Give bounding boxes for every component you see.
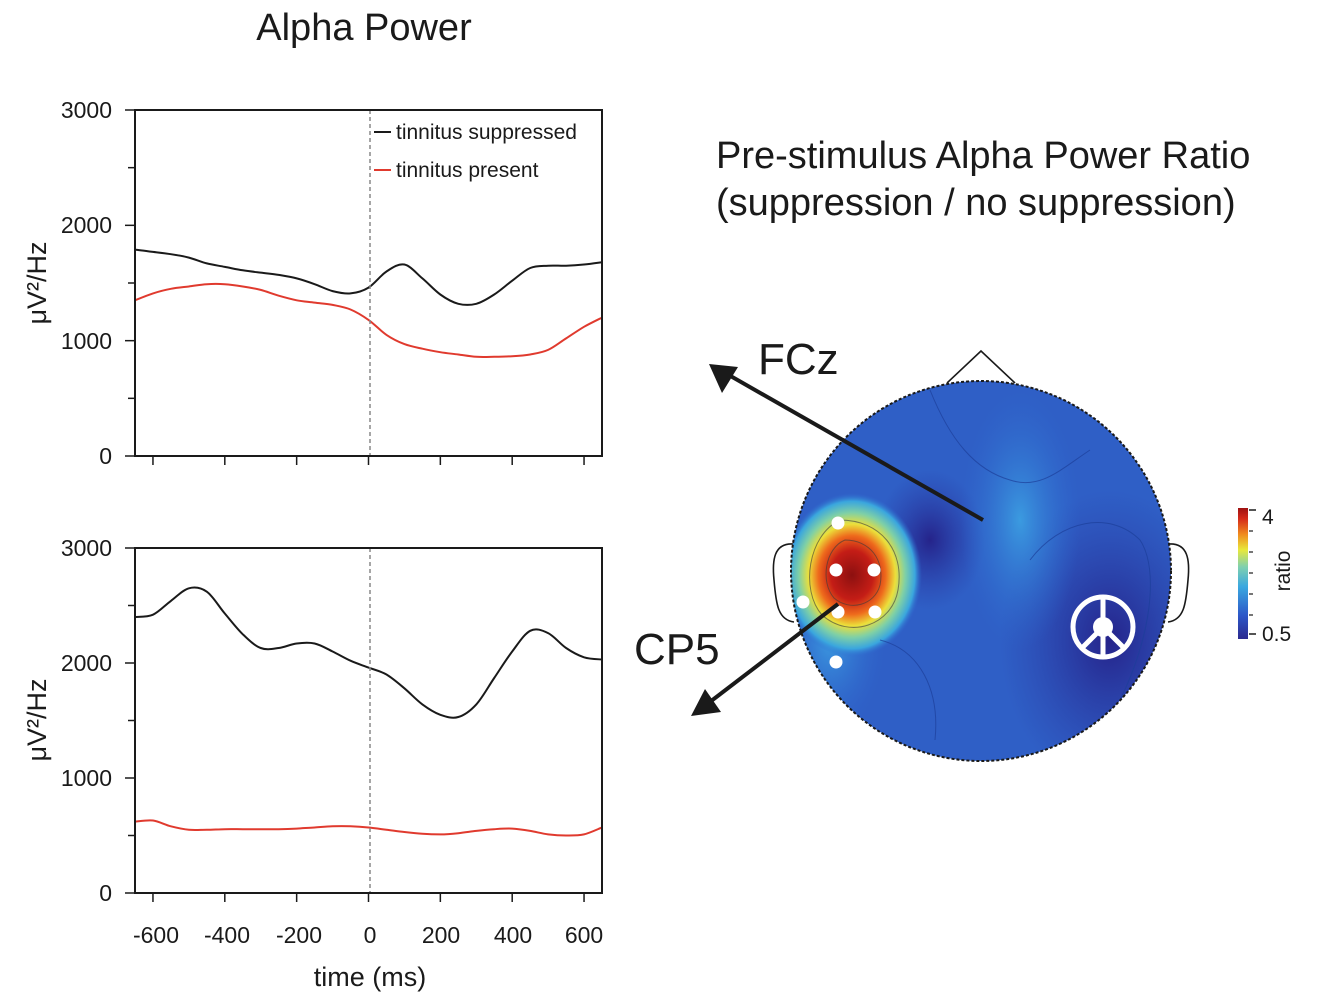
ylabel-top: μV²/Hz <box>22 241 52 324</box>
electrode-label-fcz: FCz <box>758 335 839 384</box>
xtick-m400: -400 <box>204 922 250 948</box>
contour-3 <box>929 389 1091 484</box>
ytick-bottom-1000: 1000 <box>61 765 112 791</box>
plot-top-ticks <box>125 109 585 465</box>
colorbar-gradient <box>1238 508 1248 639</box>
ytick-top-0: 0 <box>99 443 112 469</box>
xtick-400: 400 <box>494 922 532 948</box>
ytick-bottom-0: 0 <box>99 880 112 906</box>
head-ear-right <box>1167 543 1190 623</box>
colorbar: 4 0.5 ratio <box>1238 506 1295 646</box>
electrode-dots <box>796 516 882 669</box>
legend: tinnitus suppressed tinnitus present <box>374 121 577 182</box>
electrode-dot <box>829 563 843 577</box>
legend-label-present: tinnitus present <box>396 159 539 182</box>
plot-bottom-ticks <box>125 547 585 902</box>
electrode-dot <box>868 605 882 619</box>
electrode-dot <box>829 655 843 669</box>
field-hotspot <box>791 493 922 657</box>
field-mid-high <box>960 390 1080 650</box>
legend-label-suppressed: tinnitus suppressed <box>396 121 577 144</box>
series-line-suppressed-top <box>134 248 603 306</box>
topomap-title-line1: Pre-stimulus Alpha Power Ratio <box>716 135 1250 177</box>
head-ear-left <box>772 543 795 623</box>
topomap-title-line2: (suppression / no suppression) <box>716 182 1236 224</box>
series-line-present-top <box>134 282 603 359</box>
plot-top: 3000 2000 1000 0 μV²/Hz tinnitus suppres… <box>22 97 603 469</box>
reference-icon <box>1070 594 1136 660</box>
head-outline <box>790 380 1172 762</box>
ytick-top-1000: 1000 <box>61 328 112 354</box>
plot-top-lines <box>134 248 603 359</box>
ylabel-bottom: μV²/Hz <box>22 678 52 761</box>
colorbar-label: ratio <box>1272 551 1295 592</box>
plot-bottom-frame <box>134 547 603 894</box>
xlabel-bottom: time (ms) <box>314 962 426 992</box>
ytick-bottom-2000: 2000 <box>61 650 112 676</box>
colorbar-tick-label-min: 0.5 <box>1262 623 1291 646</box>
electrode-dot <box>796 595 810 609</box>
plot-bottom-lines <box>134 586 603 837</box>
electrode-dot <box>867 563 881 577</box>
topomap: Pre-stimulus Alpha Power Ratio (suppress… <box>634 135 1295 762</box>
head-nose <box>946 349 1016 384</box>
ytick-top-2000: 2000 <box>61 212 112 238</box>
contour-1 <box>809 519 900 628</box>
contour-5 <box>879 639 937 741</box>
series-line-present-bottom <box>134 819 603 837</box>
xtick-m600: -600 <box>133 922 179 948</box>
xtick-m200: -200 <box>276 922 322 948</box>
series-line-suppressed-bottom <box>134 586 603 719</box>
xtick-600: 600 <box>565 922 603 948</box>
ytick-top-3000: 3000 <box>61 97 112 123</box>
colorbar-tick-label-max: 4 <box>1262 506 1274 529</box>
xtick-200: 200 <box>422 922 460 948</box>
figure-title: Alpha Power <box>256 7 472 49</box>
contour-4 <box>1029 522 1151 701</box>
contour-2 <box>825 539 882 606</box>
arrow-fcz <box>709 364 984 522</box>
ytick-bottom-3000: 3000 <box>61 535 112 561</box>
xtick-0: 0 <box>364 922 377 948</box>
electrode-dot <box>831 516 845 530</box>
electrode-label-cp5: CP5 <box>634 625 720 674</box>
plot-bottom: 3000 2000 1000 0 μV²/Hz -600 -400 -200 0… <box>22 535 603 992</box>
arrow-cp5 <box>691 602 840 716</box>
